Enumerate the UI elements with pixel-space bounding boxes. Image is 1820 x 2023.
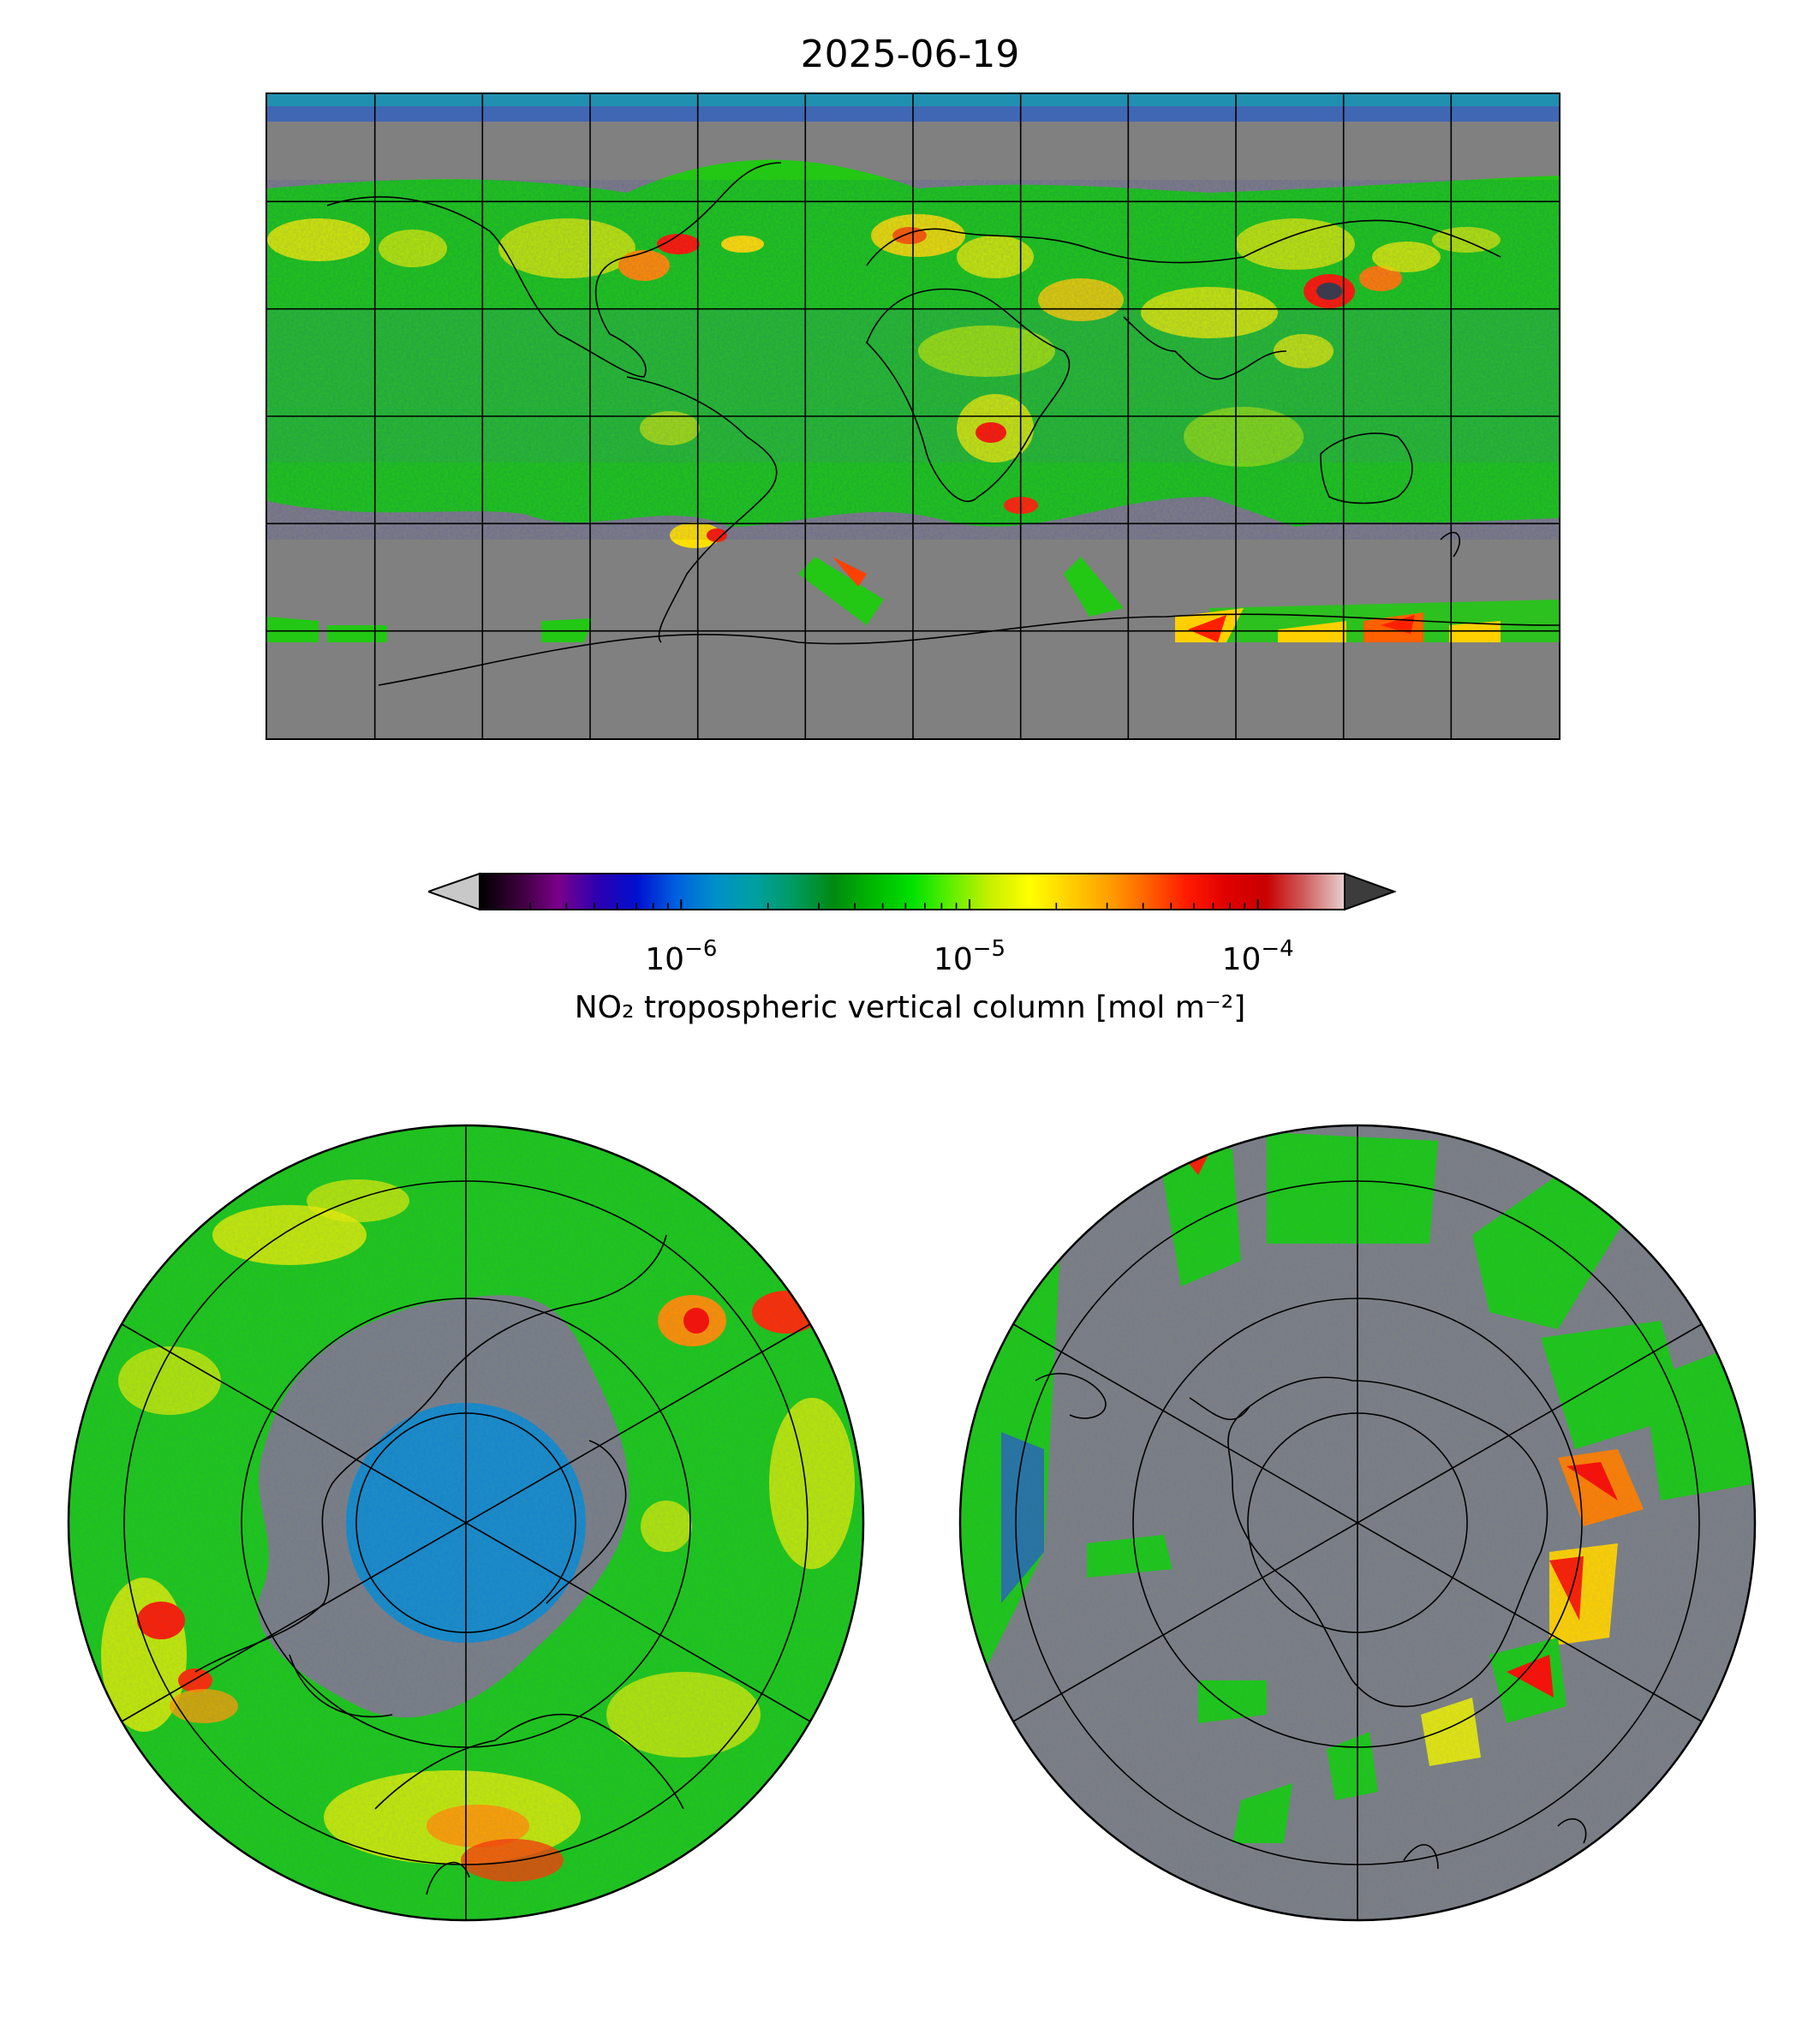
polar-gridlines-south (1012, 1125, 1703, 1920)
colorbar-tick-label: 10−5 (933, 936, 1006, 977)
gridlines (267, 94, 1559, 738)
colorbar-tick-label: 10−6 (645, 936, 718, 977)
colorbar-gradient (479, 873, 1346, 910)
colorbar-tick-label: 10−4 (1221, 936, 1294, 977)
colorbar-major-ticks (680, 899, 1259, 910)
colorbar (425, 872, 1397, 911)
coastlines (326, 162, 1559, 686)
north-polar-map (67, 1124, 865, 1922)
chart-title: 2025-06-19 (800, 33, 1020, 76)
south-polar-map (958, 1124, 1757, 1922)
polar-gridlines (121, 1125, 811, 1920)
colorbar-under-extension (425, 872, 480, 911)
colorbar-label: NO₂ tropospheric vertical column [mol m⁻… (574, 990, 1246, 1025)
colorbar-over-extension (1344, 872, 1397, 911)
colorbar-minor-ticks (479, 903, 1346, 910)
global-map (266, 92, 1560, 740)
